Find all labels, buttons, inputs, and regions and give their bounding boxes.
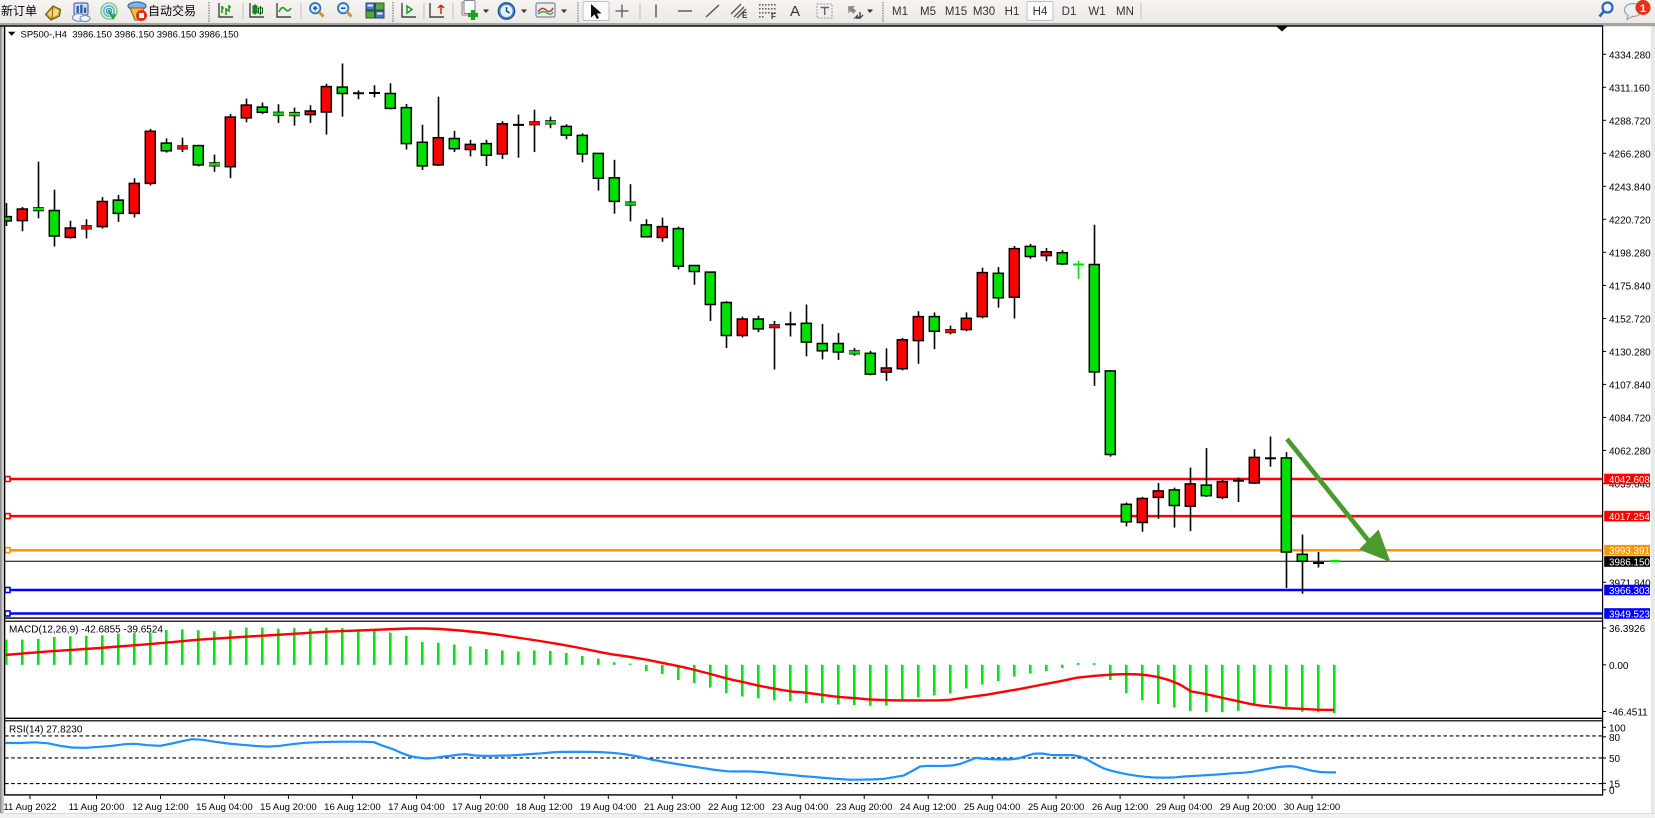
svg-text:4243.840: 4243.840 <box>1609 182 1651 193</box>
svg-text:30 Aug 12:00: 30 Aug 12:00 <box>1284 802 1341 813</box>
svg-text:16 Aug 12:00: 16 Aug 12:00 <box>324 802 381 813</box>
svg-text:4311.160: 4311.160 <box>1609 83 1650 94</box>
svg-text:4130.280: 4130.280 <box>1609 347 1651 358</box>
svg-text:25 Aug 20:00: 25 Aug 20:00 <box>1028 802 1085 813</box>
svg-text:新订单: 新订单 <box>1 3 37 18</box>
svg-text:18 Aug 12:00: 18 Aug 12:00 <box>516 802 573 813</box>
svg-text:4107.840: 4107.840 <box>1609 380 1651 391</box>
svg-text:M1: M1 <box>892 6 908 18</box>
svg-text:3993.391: 3993.391 <box>1609 546 1650 557</box>
svg-text:4175.840: 4175.840 <box>1609 281 1651 292</box>
svg-text:100: 100 <box>1609 723 1626 734</box>
svg-text:H1: H1 <box>1005 6 1020 18</box>
svg-text:4152.720: 4152.720 <box>1609 314 1651 325</box>
svg-text:1: 1 <box>1640 3 1646 15</box>
svg-text:4266.280: 4266.280 <box>1609 149 1651 160</box>
svg-text:M30: M30 <box>973 6 995 18</box>
svg-text:RSI(14) 27.8230: RSI(14) 27.8230 <box>9 725 83 736</box>
svg-text:0.00: 0.00 <box>1609 661 1629 672</box>
svg-text:50: 50 <box>1609 754 1621 765</box>
svg-text:4042.608: 4042.608 <box>1609 475 1650 486</box>
svg-text:W1: W1 <box>1088 6 1105 18</box>
svg-text:4198.280: 4198.280 <box>1609 248 1651 259</box>
svg-text:4039.640: 4039.640 <box>1609 479 1651 490</box>
svg-text:25 Aug 04:00: 25 Aug 04:00 <box>964 802 1021 813</box>
svg-text:-46.4511: -46.4511 <box>1609 708 1648 719</box>
svg-text:12 Aug 12:00: 12 Aug 12:00 <box>132 802 189 813</box>
svg-text:36.3926: 36.3926 <box>1609 624 1646 635</box>
svg-text:22 Aug 12:00: 22 Aug 12:00 <box>708 802 765 813</box>
svg-text:3986.150: 3986.150 <box>1609 558 1650 569</box>
svg-text:23 Aug 04:00: 23 Aug 04:00 <box>772 802 829 813</box>
svg-text:MN: MN <box>1116 6 1134 18</box>
svg-text:4084.720: 4084.720 <box>1609 413 1651 424</box>
svg-text:4062.280: 4062.280 <box>1609 446 1651 457</box>
svg-text:A: A <box>790 3 800 20</box>
svg-text:0: 0 <box>1609 786 1615 797</box>
svg-text:26 Aug 12:00: 26 Aug 12:00 <box>1092 802 1149 813</box>
svg-text:17 Aug 20:00: 17 Aug 20:00 <box>452 802 509 813</box>
svg-text:29 Aug 20:00: 29 Aug 20:00 <box>1220 802 1277 813</box>
svg-text:15: 15 <box>1609 779 1621 790</box>
svg-text:M5: M5 <box>920 6 936 18</box>
svg-text:H4: H4 <box>1033 6 1048 18</box>
svg-text:MACD(12,26,9) -42.6855 -39.652: MACD(12,26,9) -42.6855 -39.6524 <box>9 625 163 636</box>
svg-text:3949.523: 3949.523 <box>1609 610 1650 621</box>
svg-text:11 Aug 20:00: 11 Aug 20:00 <box>69 802 125 813</box>
svg-text:E: E <box>742 11 748 20</box>
svg-text:自动交易: 自动交易 <box>148 3 196 18</box>
svg-text:15 Aug 20:00: 15 Aug 20:00 <box>260 802 317 813</box>
svg-text:3971.840: 3971.840 <box>1609 578 1651 589</box>
svg-text:19 Aug 04:00: 19 Aug 04:00 <box>580 802 637 813</box>
svg-text:D1: D1 <box>1062 6 1077 18</box>
svg-text:M15: M15 <box>945 6 967 18</box>
svg-text:11 Aug 2022: 11 Aug 2022 <box>3 802 56 813</box>
svg-text:4334.280: 4334.280 <box>1609 50 1651 61</box>
svg-text:15 Aug 04:00: 15 Aug 04:00 <box>196 802 253 813</box>
svg-text:29 Aug 04:00: 29 Aug 04:00 <box>1156 802 1213 813</box>
svg-text:23 Aug 20:00: 23 Aug 20:00 <box>836 802 893 813</box>
svg-text:SP500-,H4 3986.150 3986.150 3: SP500-,H4 3986.150 3986.150 3986.150 398… <box>21 29 239 40</box>
svg-text:24 Aug 12:00: 24 Aug 12:00 <box>900 802 957 813</box>
svg-text:4017.254: 4017.254 <box>1609 512 1650 523</box>
svg-text:4220.720: 4220.720 <box>1609 215 1651 226</box>
svg-text:21 Aug 23:00: 21 Aug 23:00 <box>644 802 701 813</box>
svg-text:4288.720: 4288.720 <box>1609 116 1651 127</box>
svg-text:80: 80 <box>1609 733 1621 744</box>
svg-text:F: F <box>771 12 776 21</box>
svg-text:17 Aug 04:00: 17 Aug 04:00 <box>388 802 445 813</box>
svg-text:3966.303: 3966.303 <box>1609 586 1650 597</box>
